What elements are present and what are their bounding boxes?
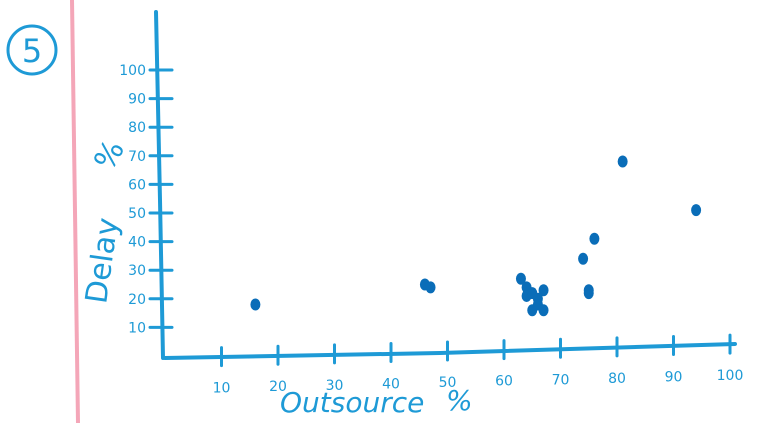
- data-point: [578, 252, 589, 265]
- y-tick-label: 10: [128, 320, 146, 336]
- y-axis-line: [154, 10, 165, 360]
- annotation-number: 5: [22, 32, 42, 70]
- x-tick-label: 60: [495, 374, 513, 390]
- data-point: [538, 284, 549, 297]
- data-point: [691, 204, 702, 217]
- annotation-circle: [6, 24, 58, 76]
- y-tick-label: 60: [128, 177, 146, 193]
- data-point: [425, 281, 436, 294]
- y-tick-label: 50: [128, 206, 146, 222]
- data-point: [515, 272, 526, 285]
- x-tick-label: 50: [439, 375, 457, 391]
- x-tick-label: 30: [326, 378, 344, 394]
- x-tick-label: 90: [665, 370, 683, 386]
- x-tick-label: 70: [552, 372, 570, 388]
- data-point: [583, 284, 594, 297]
- y-axis-unit-group: %: [87, 134, 132, 176]
- y-tick-label: 40: [128, 235, 146, 251]
- x-tick-label: 20: [269, 379, 287, 395]
- x-axis-line: [163, 342, 737, 360]
- x-axis-ticks: 10 20 30 40 50 60 70 80 90 100: [213, 333, 744, 397]
- x-tick-label: 40: [382, 376, 400, 392]
- y-axis-title: Delay: [79, 216, 126, 306]
- margin-line: [70, 0, 80, 423]
- data-point: [538, 304, 549, 317]
- x-tick-label: 10: [213, 381, 231, 397]
- y-axis-label: Delay: [79, 216, 126, 306]
- y-tick-label: 30: [128, 263, 146, 279]
- data-point: [532, 292, 543, 305]
- data-points: [250, 155, 702, 317]
- x-axis-unit: %: [446, 384, 473, 417]
- x-axis-label: Outsource: [280, 386, 424, 419]
- y-tick-label: 100: [119, 63, 146, 79]
- y-axis-ticks: 10 20 30 40 50 60 70 80 90 100: [119, 63, 174, 336]
- circled-number-annotation: 5: [6, 24, 58, 76]
- y-tick-label: 70: [128, 149, 146, 165]
- y-axis-unit: %: [87, 134, 132, 176]
- data-point: [250, 298, 261, 311]
- y-tick-label: 90: [128, 92, 146, 108]
- x-tick-label: 100: [717, 368, 744, 384]
- data-point: [617, 155, 628, 168]
- x-tick-label: 80: [608, 371, 626, 387]
- y-tick-label: 80: [128, 120, 146, 136]
- y-tick-label: 20: [128, 292, 146, 308]
- data-point: [589, 232, 600, 245]
